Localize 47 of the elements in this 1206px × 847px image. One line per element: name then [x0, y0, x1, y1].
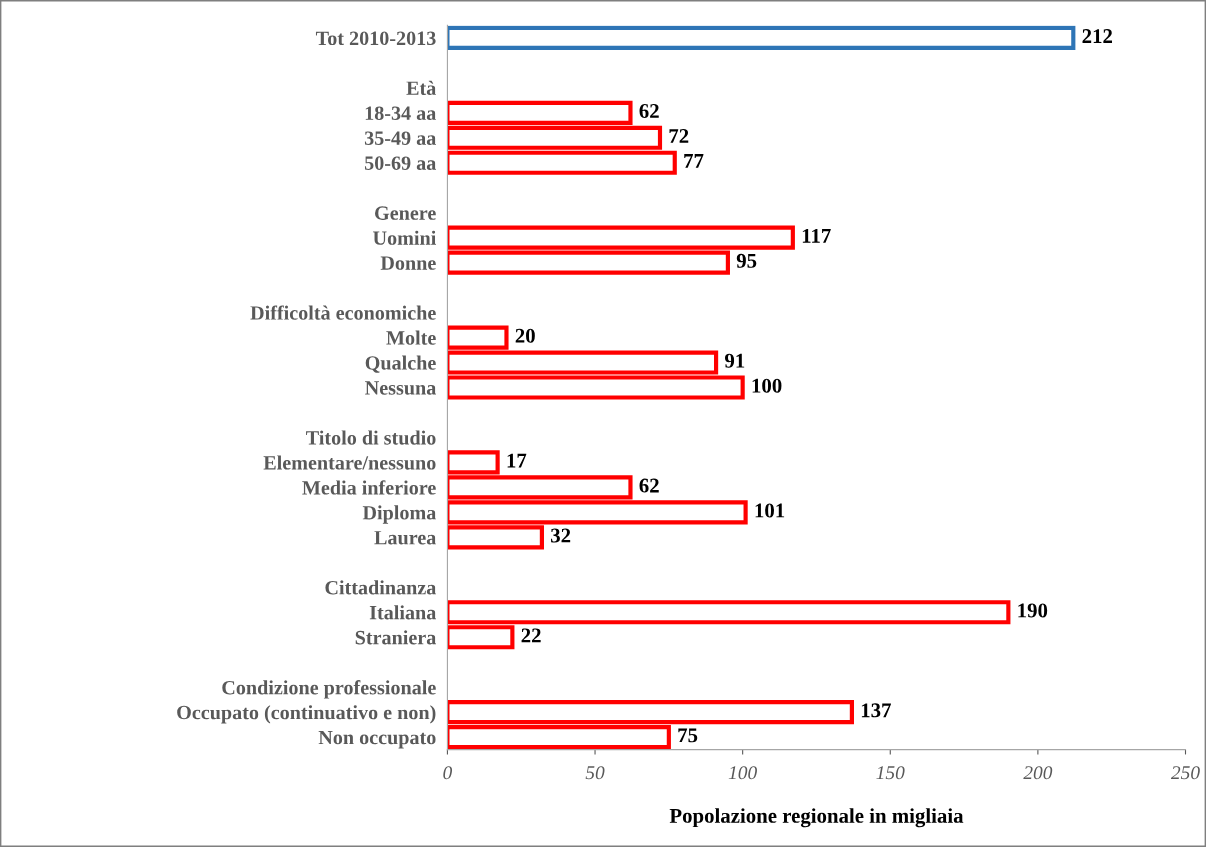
- x-tick-label: 200: [1023, 766, 1053, 780]
- data-label: 100: [752, 378, 782, 393]
- y-tick-label: 18-34 aa: [365, 106, 437, 120]
- data-label: 22: [521, 628, 541, 643]
- x-tick-label: 0: [443, 766, 453, 780]
- data-label: 190: [1018, 603, 1048, 618]
- y-tick-label: Elementare/nessuno: [263, 455, 436, 470]
- data-label: 212: [1082, 29, 1112, 43]
- y-tick-label: Laurea: [374, 531, 437, 545]
- data-label: 62: [639, 104, 659, 119]
- data-label: 62: [639, 478, 659, 493]
- data-label: 137: [861, 703, 891, 718]
- data-label: 77: [684, 154, 704, 168]
- y-tick-label: Media inferiore: [302, 480, 436, 495]
- y-tick-label: Cittadinanza: [325, 580, 437, 595]
- y-tick-label: Genere: [375, 206, 436, 220]
- x-axis-title: Popolazione regionale in migliaia: [669, 808, 964, 828]
- data-label: 75: [678, 728, 698, 743]
- y-tick-label: Non occupato: [318, 730, 436, 749]
- y-tick-label: Occupato (continuativo e non): [177, 705, 436, 724]
- x-tick-label: 250: [1170, 766, 1200, 780]
- data-label: 95: [736, 253, 757, 268]
- y-tick-label: Diploma: [362, 505, 437, 524]
- data-label: 72: [669, 129, 689, 143]
- y-tick-label: Molte: [386, 330, 436, 345]
- x-tick-label: 50: [585, 766, 605, 780]
- x-tick-label: 150: [876, 766, 905, 780]
- y-tick-label: Italiana: [369, 605, 437, 620]
- data-label: 17: [507, 453, 527, 468]
- data-label: 32: [551, 528, 571, 543]
- y-tick-label: Straniera: [355, 630, 437, 645]
- y-tick-label: Nessuna: [365, 381, 437, 395]
- y-tick-label: Età: [406, 80, 437, 96]
- data-label: 101: [755, 503, 785, 518]
- y-tick-label: Qualche: [365, 355, 436, 373]
- y-tick-label: 35-49 aa: [364, 131, 437, 145]
- x-tick-label: 100: [728, 766, 757, 780]
- y-tick-label: Difficoltà economiche: [250, 305, 436, 320]
- y-tick-label: Titolo di studio: [306, 430, 436, 445]
- y-tick-label: 50-69 aa: [364, 156, 437, 170]
- y-tick-label: Condizione professionale: [222, 680, 436, 699]
- data-label: 117: [802, 228, 831, 243]
- y-tick-label: Uomini: [373, 230, 437, 245]
- y-tick-label: Tot 2010-2013: [315, 31, 436, 46]
- data-label: 20: [515, 328, 535, 343]
- y-tick-label: Donne: [380, 256, 436, 270]
- data-label: 91: [724, 353, 745, 368]
